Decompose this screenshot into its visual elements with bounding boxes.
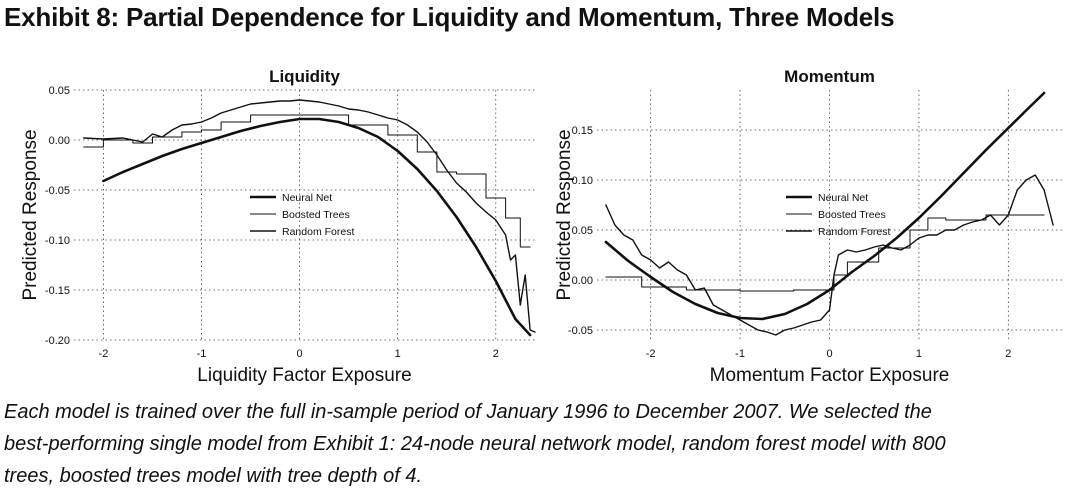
series-line-neural-net xyxy=(604,91,1046,321)
series-line-random-forest xyxy=(83,99,536,333)
x-tick-label: -2 xyxy=(99,348,109,360)
y-tick-label: -0.15 xyxy=(45,285,70,297)
x-tick-label: -2 xyxy=(646,348,656,360)
x-tick-label: 0 xyxy=(297,348,303,360)
y-axis-label: Predicted Response xyxy=(20,129,41,300)
liquidity-chart: Liquidity -2 -1 0 1 2 -0.20 -0.15 -0.10 -0.05 0.00… xyxy=(20,67,536,386)
x-tick-label: 2 xyxy=(493,348,499,360)
y-tick-label: 0.05 xyxy=(49,85,70,97)
y-tick-label: 0.10 xyxy=(572,175,593,187)
chart-title: Liquidity xyxy=(269,67,340,86)
y-tick-label: -0.05 xyxy=(568,325,593,337)
x-tick-label: 2 xyxy=(1005,348,1011,360)
legend-label: Neural Net xyxy=(818,192,868,204)
x-tick-label: -1 xyxy=(735,348,745,360)
y-tick-label: -0.20 xyxy=(45,335,70,347)
y-axis-label: Predicted Response xyxy=(554,129,575,300)
x-axis-label: Liquidity Factor Exposure xyxy=(197,365,411,386)
y-tick-label: -0.05 xyxy=(45,185,70,197)
caption-line-2: best-performing single model from Exhibi… xyxy=(4,433,946,455)
x-tick-label: 1 xyxy=(916,348,922,360)
y-tick-label: 0.00 xyxy=(49,135,70,147)
caption: Each model is trained over the full in-s… xyxy=(4,396,1076,492)
charts-canvas: Liquidity -2 -1 0 1 2 -0.20 -0.15 -0.10 -0.05 0.00… xyxy=(20,67,1062,386)
legend-label: Boosted Trees xyxy=(282,209,350,221)
chart-title: Momentum xyxy=(784,67,875,86)
x-tick-label: -1 xyxy=(197,348,207,360)
x-tick-label: 1 xyxy=(395,348,401,360)
y-tick-label: 0.15 xyxy=(572,125,593,137)
legend-label: Random Forest xyxy=(818,226,890,238)
x-axis-label: Momentum Factor Exposure xyxy=(710,365,950,386)
legend-label: Boosted Trees xyxy=(818,209,886,221)
series-line-boosted-trees xyxy=(605,214,1045,292)
y-tick-label: 0.00 xyxy=(572,275,593,287)
momentum-chart: Momentum -2 -1 0 1 2 -0.05 0.00 0.05 0.10 0.15 Mome… xyxy=(554,67,1062,386)
caption-line-1: Each model is trained over the full in-s… xyxy=(4,401,932,423)
series-line-boosted-trees xyxy=(83,114,531,248)
y-tick-label: -0.10 xyxy=(45,235,70,247)
legend-label: Neural Net xyxy=(282,192,332,204)
exhibit-title: Exhibit 8: Partial Dependence for Liquid… xyxy=(4,2,895,32)
legend-label: Random Forest xyxy=(282,226,354,238)
series-line-random-forest xyxy=(605,174,1054,336)
caption-line-3: trees, boosted trees model with tree dep… xyxy=(4,465,423,487)
y-tick-label: 0.05 xyxy=(572,225,593,237)
x-tick-label: 0 xyxy=(826,348,832,360)
series-line-neural-net xyxy=(102,117,532,337)
